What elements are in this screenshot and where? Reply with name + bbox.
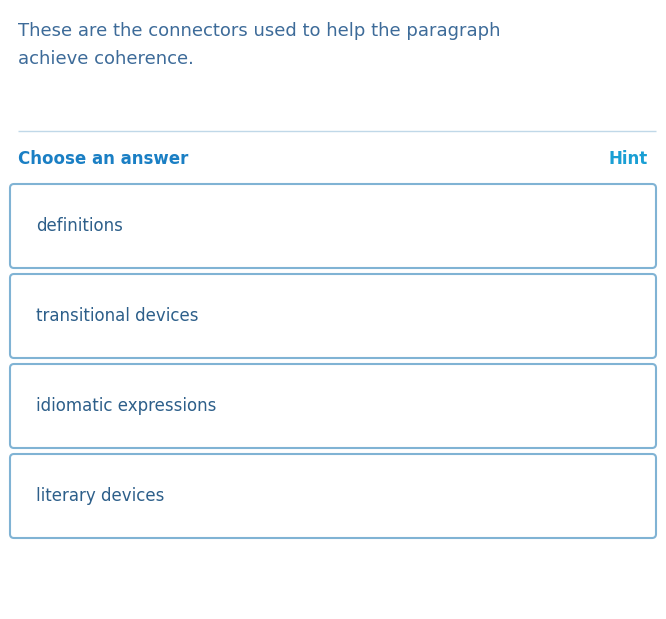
FancyBboxPatch shape [10, 364, 656, 448]
Text: Hint: Hint [609, 150, 648, 168]
Text: literary devices: literary devices [36, 487, 165, 505]
Text: transitional devices: transitional devices [36, 307, 198, 325]
Text: These are the connectors used to help the paragraph: These are the connectors used to help th… [18, 22, 501, 40]
Text: Choose an answer: Choose an answer [18, 150, 188, 168]
Text: definitions: definitions [36, 217, 123, 235]
FancyBboxPatch shape [10, 274, 656, 358]
FancyBboxPatch shape [10, 184, 656, 268]
FancyBboxPatch shape [10, 454, 656, 538]
Text: achieve coherence.: achieve coherence. [18, 50, 194, 68]
Text: idiomatic expressions: idiomatic expressions [36, 397, 216, 415]
